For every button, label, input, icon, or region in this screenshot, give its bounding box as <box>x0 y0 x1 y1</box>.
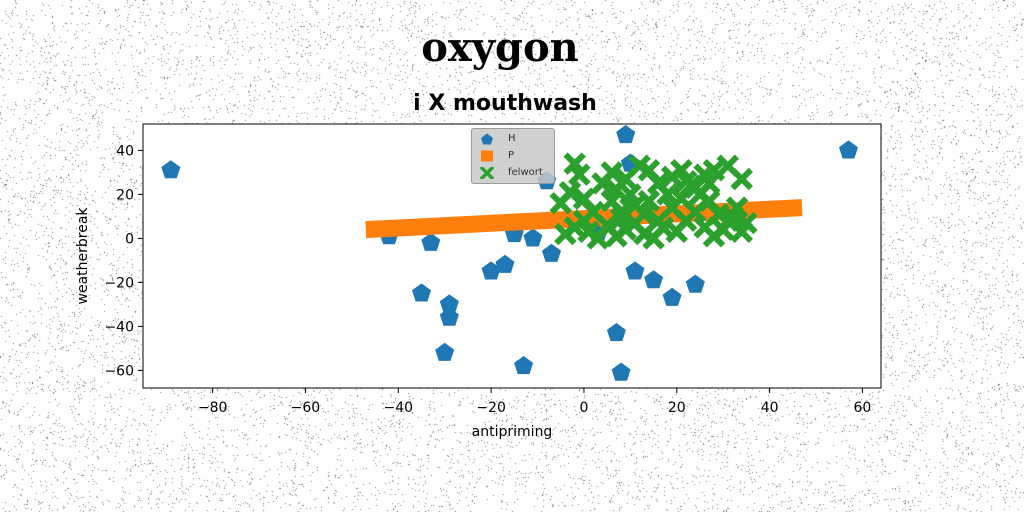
x-tick-label: −60 <box>291 400 321 416</box>
x-tick-label: −80 <box>198 400 228 416</box>
h-point <box>481 261 501 280</box>
felwort-point <box>730 220 753 244</box>
felwort-point <box>586 227 610 250</box>
h-point <box>439 307 459 326</box>
felwort-point <box>549 191 572 215</box>
y-tick-label: 40 <box>116 143 134 159</box>
legend-item-h: H <box>472 131 554 147</box>
y-axis: −60 −40 −20 0 20 40 <box>104 143 143 379</box>
legend-label: H <box>508 133 516 144</box>
legend-label: P <box>508 150 515 161</box>
felwort-point <box>633 222 656 246</box>
h-point <box>161 160 181 179</box>
x-axis: −80 −60 −40 −20 0 20 40 60 <box>198 388 871 416</box>
felwort-point <box>674 209 698 233</box>
h-point <box>606 323 626 342</box>
x-marker-icon <box>480 167 494 179</box>
felwort-point <box>637 189 661 213</box>
x-tick-label: 60 <box>854 400 872 416</box>
h-point <box>611 362 631 381</box>
h-point <box>439 294 459 313</box>
x-tick-label: −20 <box>476 400 506 416</box>
legend-item-p: P <box>472 148 554 164</box>
y-tick-label: 20 <box>116 187 134 203</box>
y-tick-label: −20 <box>104 275 134 291</box>
h-point <box>625 261 645 280</box>
figure-title: oxygon <box>421 24 579 71</box>
h-point <box>495 254 515 273</box>
felwort-point <box>600 161 624 184</box>
x-tick-label: 40 <box>761 400 779 416</box>
chart-title: i X mouthwash <box>413 91 597 116</box>
legend: H P felwort <box>471 128 555 184</box>
felwort-point <box>730 167 753 191</box>
y-axis-label: weatherbreak <box>75 207 91 305</box>
felwort-point <box>568 163 591 186</box>
h-point <box>421 232 441 251</box>
y-tick-label: −60 <box>104 363 134 379</box>
x-tick-label: −40 <box>384 400 414 416</box>
h-point <box>616 125 636 144</box>
legend-item-felwort: felwort <box>472 165 554 181</box>
legend-label: felwort <box>508 167 543 178</box>
felwort-point <box>554 222 577 246</box>
h-point <box>662 287 682 306</box>
felwort-point <box>651 216 675 239</box>
h-point <box>685 274 705 293</box>
h-point <box>412 283 431 302</box>
y-tick-label: 0 <box>125 231 134 247</box>
felwort-point <box>609 207 633 230</box>
pentagon-marker-icon <box>481 133 493 145</box>
x-tick-label: 20 <box>668 400 686 416</box>
x-tick-label: 0 <box>579 400 588 416</box>
x-axis-label: antipriming <box>472 424 553 440</box>
felwort-point <box>628 154 651 178</box>
square-marker-icon <box>481 150 493 162</box>
felwort-point <box>721 205 744 228</box>
h-point <box>523 228 543 247</box>
h-point <box>839 140 858 159</box>
y-tick-label: −40 <box>104 319 134 335</box>
felwort-point <box>698 172 721 195</box>
felwort-point <box>656 183 679 206</box>
h-point <box>514 356 534 375</box>
plot-marks <box>161 125 858 381</box>
h-point <box>644 270 664 289</box>
h-point <box>435 342 455 361</box>
felwort-point <box>619 183 642 206</box>
h-point <box>541 243 561 262</box>
